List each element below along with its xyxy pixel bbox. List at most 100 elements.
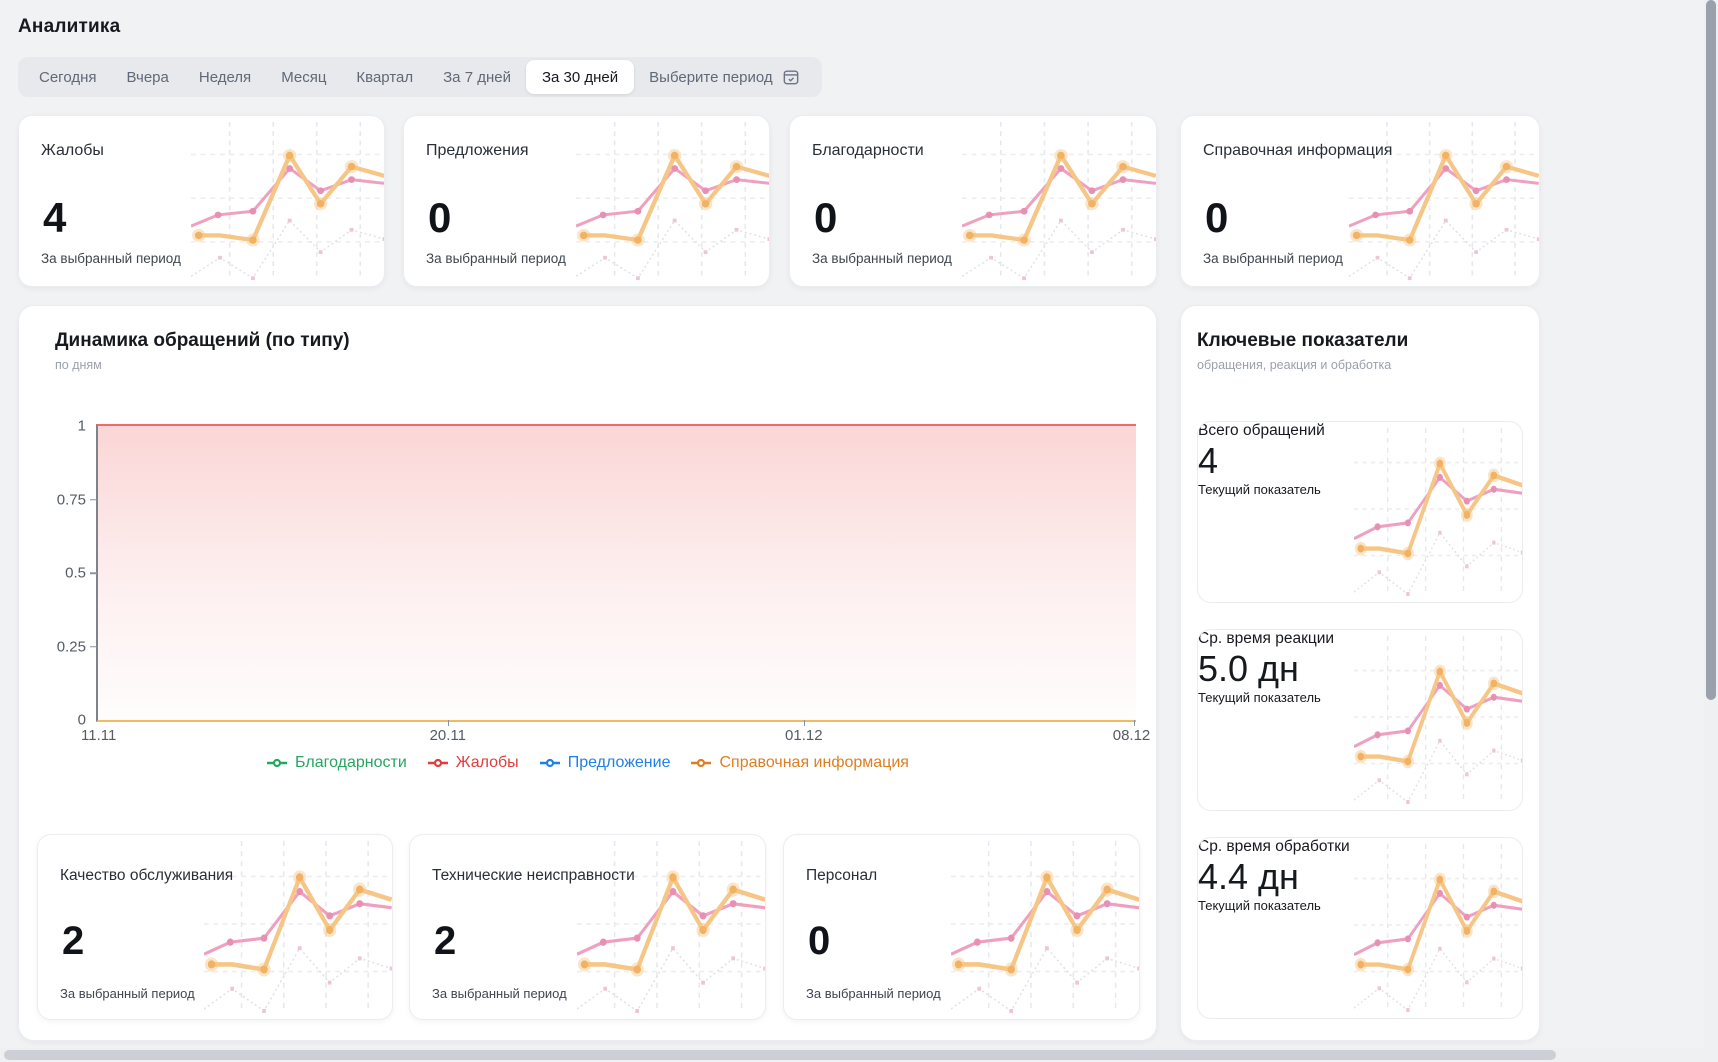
- sparkline-chart: [203, 841, 392, 1013]
- category-card-technical-faults[interactable]: Технические неисправности 2 За выбранный…: [409, 834, 766, 1020]
- stat-card-title: Справочная информация: [1203, 142, 1393, 159]
- y-axis-tick: [90, 572, 97, 574]
- category-card-caption: За выбранный период: [60, 986, 195, 1001]
- legend-item-gratitude[interactable]: Благодарности: [266, 754, 407, 772]
- category-card-personnel[interactable]: Персонал 0 За выбранный период: [783, 834, 1140, 1020]
- tab-yesterday[interactable]: Вчера: [126, 68, 169, 86]
- calendar-icon: [783, 70, 798, 85]
- legend-line-marker-icon: [691, 758, 712, 768]
- x-axis-tick: [447, 720, 450, 726]
- sparkline-chart: [574, 122, 769, 280]
- period-tabbar: Сегодня Вчера Неделя Месяц Квартал За 7 …: [18, 57, 822, 97]
- stat-card-value: 0: [1205, 194, 1229, 241]
- horizontal-scrollbar-track[interactable]: [0, 1048, 1704, 1062]
- category-card-sparkline: [203, 841, 392, 1013]
- sparkline-chart: [576, 841, 765, 1013]
- line-chart-plot-area[interactable]: 1 0.75 0.5 0.25 0 11.11 20.11 01.12 08.1…: [57, 418, 1150, 745]
- stat-card-title: Предложения: [426, 142, 529, 159]
- tab-week[interactable]: Неделя: [198, 68, 252, 86]
- tab-month[interactable]: Месяц: [281, 68, 327, 86]
- stat-card-value: 0: [428, 194, 452, 241]
- category-card-caption: За выбранный период: [432, 986, 567, 1001]
- legend-line-marker-icon: [267, 758, 288, 768]
- y-axis-tick: [90, 498, 97, 501]
- category-card-sparkline: [950, 841, 1139, 1013]
- category-card-value: 0: [808, 919, 831, 963]
- tab-quarter[interactable]: Квартал: [356, 68, 414, 86]
- sparkline-chart: [1353, 844, 1522, 1012]
- stat-card-title: Жалобы: [41, 142, 104, 159]
- kpi-card-total-requests[interactable]: Всего обращений 4 Текущий показатель: [1197, 421, 1523, 603]
- sparkline-chart: [1353, 636, 1522, 804]
- y-axis-label: 0.75: [56, 491, 86, 508]
- stat-card-gratitude[interactable]: Благодарности 0 За выбранный период: [789, 115, 1157, 287]
- tab-custom-period[interactable]: Выберите период: [634, 57, 815, 97]
- y-axis-label: 0.25: [56, 638, 86, 655]
- x-axis-label: 01.12: [785, 727, 823, 744]
- y-axis-label: 0: [77, 711, 86, 729]
- vertical-scrollbar-thumb[interactable]: [1706, 0, 1716, 700]
- kpi-card-caption: Текущий показатель: [1198, 482, 1321, 497]
- x-axis-label: 20.11: [429, 727, 467, 744]
- stat-card-sparkline: [574, 122, 769, 280]
- legend-item-reference-info[interactable]: Справочная информация: [690, 754, 909, 772]
- dynamics-panel: Динамика обращений (по типу) по дням 1 0…: [18, 305, 1157, 1041]
- category-card-service-quality[interactable]: Качество обслуживания 2 За выбранный пер…: [37, 834, 393, 1020]
- category-card-title: Качество обслуживания: [60, 867, 234, 884]
- vertical-scrollbar-track[interactable]: [1704, 0, 1718, 1062]
- kpi-card-avg-processing-time[interactable]: Ср. время обработки 4.4 дн Текущий показ…: [1197, 837, 1523, 1019]
- legend-line-marker-icon: [539, 758, 560, 768]
- kpi-panel: Ключевые показатели обращения, реакция и…: [1180, 305, 1540, 1041]
- stat-card-value: 4: [43, 194, 67, 241]
- sparkline-chart: [1353, 428, 1522, 596]
- stat-card-complaints[interactable]: Жалобы 4 За выбранный период: [18, 115, 385, 287]
- stat-card-title: Благодарности: [812, 142, 924, 159]
- kpi-card-title: Ср. время реакции: [1198, 630, 1335, 647]
- chart-title: Динамика обращений (по типу): [55, 330, 350, 351]
- tab-today[interactable]: Сегодня: [39, 68, 97, 86]
- stat-card-caption: За выбранный период: [426, 251, 566, 266]
- kpi-card-value: 4.4 дн: [1198, 856, 1299, 897]
- stat-card-sparkline: [961, 122, 1156, 280]
- legend-label: Жалобы: [455, 754, 519, 771]
- stat-card-caption: За выбранный период: [812, 251, 952, 266]
- stat-card-reference-info[interactable]: Справочная информация 0 За выбранный пер…: [1180, 115, 1540, 287]
- kpi-card-avg-reaction-time[interactable]: Ср. время реакции 5.0 дн Текущий показат…: [1197, 629, 1523, 811]
- x-axis-tick: [1133, 720, 1136, 726]
- y-axis-label: 1: [77, 417, 86, 435]
- tab-custom-period-label: Выберите период: [649, 68, 773, 86]
- stat-card-value: 0: [814, 194, 838, 241]
- stat-card-caption: За выбранный период: [41, 251, 181, 266]
- tab-7-days[interactable]: За 7 дней: [443, 68, 511, 86]
- category-card-caption: За выбранный период: [806, 986, 941, 1001]
- stat-card-sparkline: [189, 122, 384, 280]
- kpi-card-caption: Текущий показатель: [1198, 690, 1321, 705]
- horizontal-scrollbar-thumb[interactable]: [4, 1050, 1556, 1060]
- kpi-panel-subtitle: обращения, реакция и обработка: [1197, 358, 1392, 372]
- kpi-card-value: 4: [1198, 440, 1219, 481]
- sparkline-chart: [1348, 122, 1539, 280]
- tab-30-days[interactable]: За 30 дней: [525, 60, 635, 94]
- legend-item-suggestion[interactable]: Предложение: [539, 754, 671, 772]
- category-card-title: Персонал: [806, 867, 878, 884]
- legend-item-complaints[interactable]: Жалобы: [427, 754, 519, 772]
- x-axis-label: 08.12: [1112, 727, 1151, 744]
- kpi-card-value: 5.0 дн: [1198, 648, 1299, 689]
- chart-subtitle: по дням: [55, 358, 102, 372]
- legend-label: Благодарности: [295, 754, 407, 771]
- sparkline-chart: [189, 122, 384, 280]
- stat-card-suggestions[interactable]: Предложения 0 За выбранный период: [403, 115, 770, 287]
- kpi-card-sparkline: [1353, 636, 1522, 804]
- y-axis-tick: [90, 645, 97, 648]
- sparkline-chart: [961, 122, 1156, 280]
- stat-card-sparkline: [1348, 122, 1539, 280]
- legend-label: Справочная информация: [719, 754, 909, 771]
- chart-legend: Благодарности Жалобы Предложение: [19, 754, 1156, 772]
- y-axis-label: 0.5: [65, 564, 86, 582]
- kpi-panel-title: Ключевые показатели: [1197, 330, 1409, 351]
- legend-label: Предложение: [567, 754, 671, 771]
- legend-line-marker-icon: [427, 758, 448, 768]
- kpi-card-sparkline: [1353, 844, 1522, 1012]
- x-axis-tick: [803, 720, 806, 726]
